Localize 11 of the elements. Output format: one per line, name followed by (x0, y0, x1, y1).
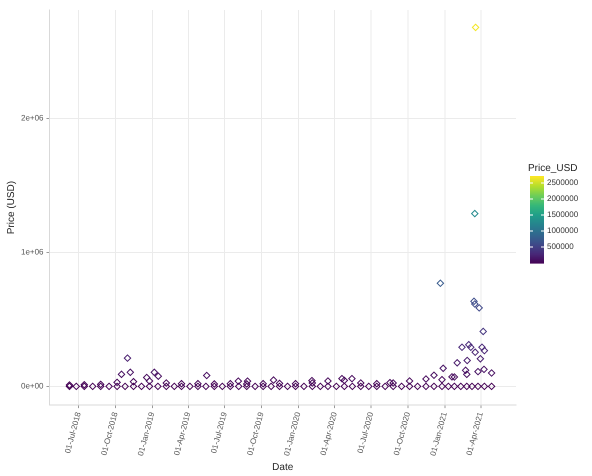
y-tick-label: 2e+06 (21, 114, 44, 123)
color-bar-title: Price_USD (528, 162, 578, 174)
color-bar-label: 1500000 (547, 210, 579, 220)
x-axis-title: Date (272, 462, 294, 473)
color-bar-label: 2500000 (547, 178, 579, 188)
y-tick-label: 0e+00 (21, 382, 44, 391)
y-axis-title: Price (USD) (6, 180, 17, 234)
color-bar-label: 2000000 (547, 194, 579, 204)
color-bar-label: 1000000 (547, 226, 579, 236)
y-tick-label: 1e+06 (21, 248, 44, 257)
color-bar-label: 500000 (547, 242, 574, 252)
